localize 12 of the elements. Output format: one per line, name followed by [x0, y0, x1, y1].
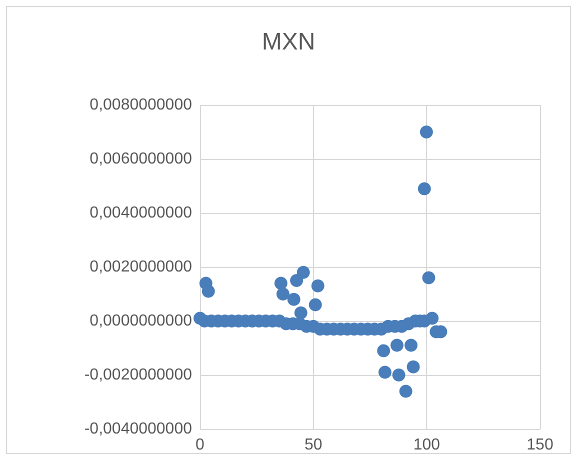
x-tick-label: 50: [304, 436, 322, 454]
y-tick-label: -0,0040000000: [84, 420, 192, 438]
chart-title: MXN: [262, 28, 316, 56]
y-tick-label: 0,0000000000: [90, 312, 192, 330]
x-tick-label: 100: [413, 436, 440, 454]
y-tick-label: 0,0020000000: [90, 258, 192, 276]
x-tick-label: 0: [196, 436, 205, 454]
y-tick-label: -0,0020000000: [84, 366, 192, 384]
y-tick-label: 0,0060000000: [90, 150, 192, 168]
y-tick-label: 0,0040000000: [90, 204, 192, 222]
x-tick-label: 150: [526, 436, 554, 454]
y-tick-label: 0,0080000000: [90, 96, 192, 114]
